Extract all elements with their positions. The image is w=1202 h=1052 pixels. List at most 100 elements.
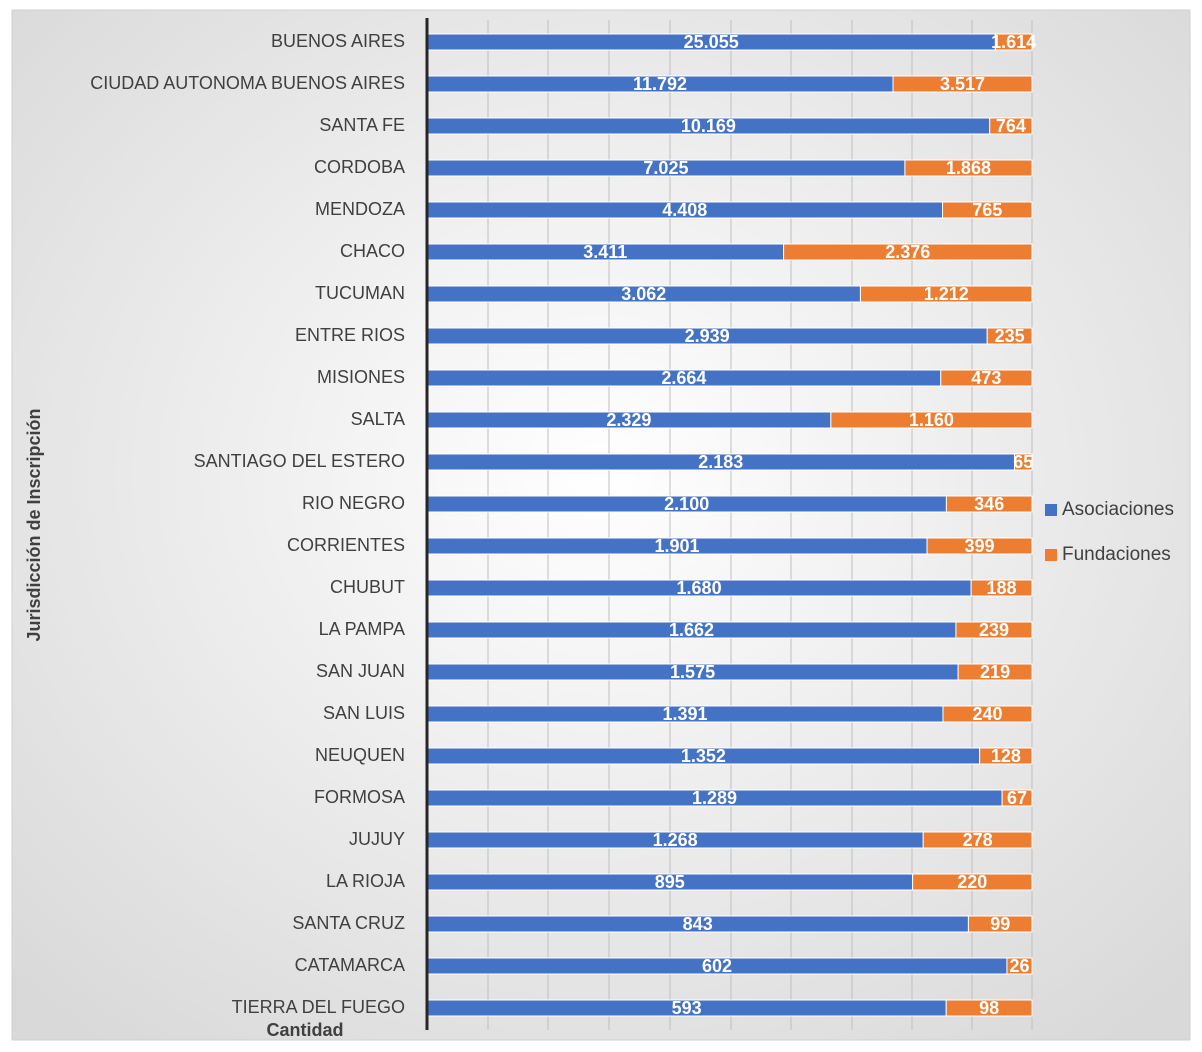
y-tick-label: CIUDAD AUTONOMA BUENOS AIRES — [90, 73, 405, 93]
y-tick-label: MENDOZA — [315, 199, 405, 219]
y-tick-label: BUENOS AIRES — [271, 31, 405, 51]
data-label: 2.100 — [664, 494, 709, 514]
data-label: 4.408 — [662, 200, 707, 220]
data-label: 67 — [1007, 788, 1027, 808]
y-tick-label: CHUBUT — [330, 577, 405, 597]
legend: Asociaciones Fundaciones — [1045, 499, 1174, 565]
data-label: 1.268 — [653, 830, 698, 850]
data-label: 1.680 — [677, 578, 722, 598]
data-label: 240 — [972, 704, 1002, 724]
data-label: 188 — [987, 578, 1017, 598]
bar-segment — [994, 33, 1033, 51]
data-label: 25.055 — [684, 32, 739, 52]
y-tick-label: LA RIOJA — [326, 871, 405, 891]
y-tick-label: SANTIAGO DEL ESTERO — [194, 451, 405, 471]
bar-segment — [986, 327, 1033, 345]
x-axis-title: Cantidad — [266, 1020, 343, 1040]
y-axis-title: Jurisdicción de Inscripción — [24, 408, 44, 641]
bar-segment — [979, 747, 1033, 765]
data-label: 99 — [990, 914, 1010, 934]
bar-segment — [926, 537, 1033, 555]
bar-segment — [912, 873, 1033, 891]
bar-segment — [942, 201, 1033, 219]
y-tick-label: CATAMARCA — [295, 955, 405, 975]
data-label: 65 — [1013, 452, 1033, 472]
bar-segment — [945, 999, 1033, 1017]
data-label: 399 — [964, 536, 994, 556]
y-tick-label: SAN JUAN — [316, 661, 405, 681]
bar-segment — [967, 915, 1033, 933]
data-label: 1.868 — [946, 158, 991, 178]
bar-segment — [989, 117, 1033, 135]
bar-segment — [904, 159, 1033, 177]
bars: BUENOS AIRES 25.055 1.614 CIUDAD AUTONOMA B… — [90, 31, 1036, 1018]
data-label: 98 — [979, 998, 999, 1018]
data-label: 2.183 — [698, 452, 743, 472]
data-label: 235 — [995, 326, 1025, 346]
y-tick-label: SANTA FE — [319, 115, 405, 135]
y-tick-label: NEUQUEN — [315, 745, 405, 765]
data-label: 26 — [1009, 956, 1029, 976]
bar-segment — [957, 663, 1033, 681]
data-label: 10.169 — [681, 116, 736, 136]
data-label: 220 — [957, 872, 987, 892]
data-label: 2.376 — [885, 242, 930, 262]
bar-segment — [940, 369, 1033, 387]
data-label: 278 — [963, 830, 993, 850]
bar-segment — [1006, 957, 1033, 975]
data-label: 1.662 — [669, 620, 714, 640]
bar-segment — [1014, 453, 1033, 471]
data-label: 895 — [655, 872, 685, 892]
data-label: 764 — [996, 116, 1026, 136]
data-label: 602 — [702, 956, 732, 976]
legend-swatch — [1045, 504, 1057, 516]
data-label: 1.391 — [662, 704, 707, 724]
legend-label: Fundaciones — [1062, 544, 1171, 565]
y-tick-label: CORRIENTES — [287, 535, 405, 555]
bar-segment — [922, 831, 1033, 849]
data-label: 1.614 — [991, 32, 1036, 52]
bar-segment — [830, 411, 1033, 429]
y-tick-label: SANTA CRUZ — [292, 913, 405, 933]
y-tick-label: MISIONES — [317, 367, 405, 387]
y-tick-label: LA PAMPA — [319, 619, 405, 639]
y-tick-label: CHACO — [340, 241, 405, 261]
data-label: 593 — [672, 998, 702, 1018]
y-tick-label: RIO NEGRO — [302, 493, 405, 513]
data-label: 3.517 — [940, 74, 985, 94]
data-label: 765 — [972, 200, 1002, 220]
grid — [487, 20, 1033, 1030]
data-label: 346 — [974, 494, 1004, 514]
bar-segment — [955, 621, 1033, 639]
data-label: 1.160 — [909, 410, 954, 430]
data-label: 2.664 — [661, 368, 706, 388]
bar-segment — [1001, 789, 1033, 807]
y-tick-label: SAN LUIS — [323, 703, 405, 723]
bar-segment — [783, 243, 1033, 261]
legend-label: Asociaciones — [1062, 499, 1174, 520]
y-tick-label: ENTRE RIOS — [295, 325, 405, 345]
y-tick-label: TIERRA DEL FUEGO — [232, 997, 405, 1017]
bar-segment — [970, 579, 1033, 597]
bar-segment — [945, 495, 1033, 513]
data-label: 11.792 — [633, 74, 687, 94]
data-label: 2.329 — [606, 410, 651, 430]
data-label: 2.939 — [685, 326, 730, 346]
data-label: 239 — [979, 620, 1009, 640]
y-tick-label: CORDOBA — [314, 157, 405, 177]
data-label: 128 — [991, 746, 1021, 766]
bar-segment — [859, 285, 1033, 303]
legend-swatch — [1045, 549, 1057, 561]
data-label: 219 — [980, 662, 1010, 682]
y-tick-label: SALTA — [351, 409, 405, 429]
data-label: 843 — [683, 914, 713, 934]
bar-segment — [892, 75, 1033, 93]
data-label: 1.352 — [681, 746, 726, 766]
data-label: 1.212 — [924, 284, 969, 304]
data-label: 1.901 — [654, 536, 699, 556]
bar-segment — [942, 705, 1033, 723]
chart-background — [11, 9, 1191, 1041]
y-tick-label: JUJUY — [349, 829, 405, 849]
data-label: 473 — [971, 368, 1001, 388]
